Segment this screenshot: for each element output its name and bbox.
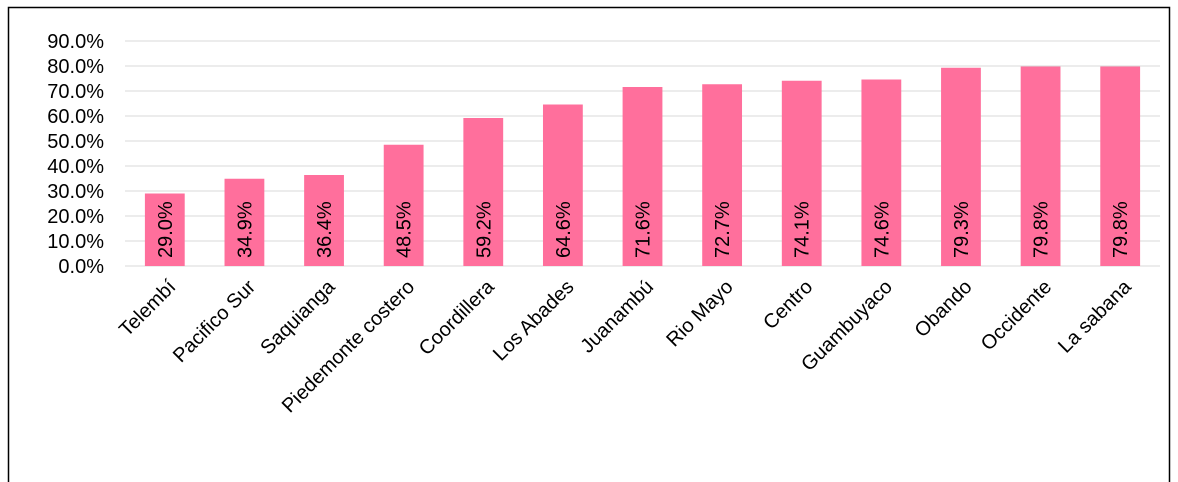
value-label: 36.4% (314, 201, 336, 258)
bar (941, 67, 981, 266)
y-tick-label: 30.0% (47, 181, 104, 203)
bar (463, 118, 504, 266)
x-tick-label: Coordillera (415, 275, 500, 360)
y-tick-label: 50.0% (47, 131, 104, 153)
x-tick-label: Pacifico Sur (169, 276, 260, 367)
x-tick-label: Piedemonte costero (278, 276, 419, 417)
y-tick-label: 0.0% (58, 256, 104, 278)
bar (224, 178, 265, 266)
x-tick-label: Obando (911, 276, 977, 342)
bar (702, 84, 743, 266)
bar (304, 175, 344, 266)
value-label: 72.7% (712, 201, 734, 258)
x-tick-label: Rio Mayo (662, 276, 737, 351)
x-tick-label: Los Abades (489, 276, 578, 365)
value-label: 48.5% (394, 201, 416, 258)
y-tick-label: 80.0% (47, 56, 104, 78)
value-label: 74.1% (792, 201, 814, 258)
value-label: 79.8% (1031, 201, 1053, 258)
value-label: 29.0% (155, 201, 177, 258)
bar (622, 87, 663, 266)
value-label: 59.2% (473, 201, 495, 258)
x-tick-label: Telembí (115, 276, 180, 341)
bar (1020, 66, 1061, 266)
bar (1100, 66, 1141, 266)
value-label: 34.9% (234, 201, 256, 258)
value-label: 64.6% (553, 201, 575, 258)
bar (383, 144, 424, 266)
x-tick-label: Juanambú (576, 276, 658, 358)
y-tick-label: 40.0% (47, 156, 104, 178)
value-label: 74.6% (871, 201, 893, 258)
chart-frame (7, 6, 1171, 482)
y-tick-label: 10.0% (47, 231, 104, 253)
y-tick-label: 20.0% (47, 206, 104, 228)
value-label: 79.8% (1110, 201, 1132, 258)
value-label: 79.3% (951, 201, 973, 258)
x-tick-label: Saquianga (256, 275, 340, 359)
x-tick-label: La sabana (1054, 275, 1136, 357)
x-tick-label: Centro (759, 276, 817, 334)
bar (144, 193, 185, 266)
bar (781, 80, 822, 266)
bar (542, 104, 583, 266)
y-tick-label: 90.0% (47, 31, 104, 53)
y-tick-label: 70.0% (47, 81, 104, 103)
value-label: 71.6% (633, 201, 655, 258)
x-tick-label: Occidente (977, 276, 1056, 355)
bar (861, 79, 902, 266)
y-tick-label: 60.0% (47, 106, 104, 128)
